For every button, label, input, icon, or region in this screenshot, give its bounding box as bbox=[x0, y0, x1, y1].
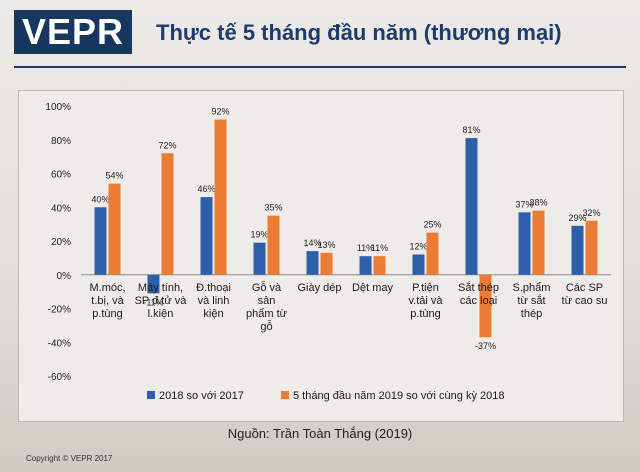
vepr-logo: VEPR bbox=[14, 10, 132, 54]
bar-series-2018 bbox=[412, 254, 425, 275]
bar-value-label: 72% bbox=[158, 140, 176, 150]
bar-value-label: 35% bbox=[264, 203, 282, 213]
x-category-label: Các SP từ cao su bbox=[562, 282, 608, 307]
x-category-label: P.tiện v.tải và p.tùng bbox=[408, 282, 443, 320]
bar-value-label: 46% bbox=[197, 184, 215, 194]
bar-series-2019 bbox=[373, 256, 386, 275]
bar-series-2019 bbox=[108, 183, 121, 275]
bar-value-label: 11% bbox=[371, 243, 388, 253]
bar-value-label: -37% bbox=[475, 341, 496, 351]
x-category-label-line: SP đ.tử và bbox=[135, 295, 188, 307]
y-tick-label: 20% bbox=[51, 237, 71, 248]
bar-series-2018 bbox=[200, 197, 213, 275]
x-category-label-line: p.tùng bbox=[410, 308, 441, 320]
x-category-label-line: phẩm từ bbox=[246, 308, 288, 320]
x-category-label-line: sản bbox=[258, 295, 276, 307]
bar-value-label: 54% bbox=[105, 171, 123, 181]
x-category-label-line: các loại bbox=[460, 295, 497, 307]
x-category-label-line: Sắt thép bbox=[458, 281, 499, 294]
bar-value-label: 25% bbox=[423, 220, 441, 230]
bar-series-2019 bbox=[320, 252, 333, 275]
bar-series-2019 bbox=[267, 215, 280, 275]
bar-series-2019 bbox=[426, 232, 439, 275]
title-divider bbox=[14, 66, 626, 68]
bar-series-2019 bbox=[585, 220, 598, 275]
x-category-label-line: Dệt may bbox=[352, 282, 393, 294]
x-category-label: Gỗ và sản phẩm từ gỗ bbox=[246, 281, 288, 333]
x-category-label-line: P.tiện bbox=[412, 282, 439, 294]
y-tick-label: -60% bbox=[48, 372, 71, 383]
bar-series-2018 bbox=[518, 212, 531, 275]
x-category-label-line: Máy tính, bbox=[138, 282, 183, 294]
bar-value-label: 11% bbox=[357, 243, 374, 253]
bar-series-2018 bbox=[465, 138, 478, 275]
x-category-label: M.móc, t.bị, và p.tùng bbox=[89, 282, 125, 320]
x-category-label-line: Gỗ và bbox=[252, 281, 282, 294]
bar-series-2018 bbox=[94, 207, 107, 275]
x-category-label-line: gỗ bbox=[260, 320, 272, 333]
y-tick-label: 60% bbox=[51, 170, 71, 181]
bar-value-label: 92% bbox=[211, 107, 229, 117]
x-category-label-line: v.tải và bbox=[408, 295, 443, 307]
bar-series-2018 bbox=[571, 225, 584, 275]
x-category-label-line: M.móc, bbox=[89, 282, 125, 294]
bar-series-2019 bbox=[214, 119, 227, 275]
y-tick-label: -40% bbox=[48, 338, 71, 349]
bar-value-label: 13% bbox=[317, 240, 335, 250]
bar-value-label: 37% bbox=[515, 199, 533, 209]
x-category-label-line: p.tùng bbox=[92, 308, 123, 320]
bar-series-2018 bbox=[359, 256, 372, 275]
bar-value-label: 19% bbox=[250, 230, 268, 240]
bar-series-2018 bbox=[253, 242, 266, 275]
x-category-label: Dệt may bbox=[352, 282, 393, 294]
x-category-label: Máy tính, SP đ.tử và l.kiện bbox=[135, 282, 188, 320]
x-category-label: S.phẩm từ sắt thép bbox=[513, 282, 551, 320]
x-category-label: Đ.thoại và linh kiện bbox=[196, 282, 231, 320]
x-category-label-line: t.bị, và bbox=[91, 295, 124, 307]
bar-value-label: 38% bbox=[529, 198, 547, 208]
legend-swatch-2018 bbox=[147, 391, 155, 399]
bar-series-2019 bbox=[532, 210, 545, 275]
x-category-label-line: và linh bbox=[198, 295, 230, 307]
x-category-label-line: từ cao su bbox=[562, 295, 608, 307]
x-category-label-line: Giày dép bbox=[297, 282, 341, 294]
legend-label: 2018 so với 2017 bbox=[159, 390, 244, 402]
bar-value-label: 29% bbox=[568, 213, 586, 223]
bar-chart: 100% 80% 60% 40% 20% 0% -20% -40% -60% 40% 54% M.mó… bbox=[45, 102, 611, 402]
bar-value-label: 81% bbox=[462, 125, 480, 135]
source-note: Nguồn: Trần Toàn Thắng (2019) bbox=[227, 426, 413, 441]
chart-panel: 100% 80% 60% 40% 20% 0% -20% -40% -60% 40% 54% M.mó… bbox=[18, 90, 624, 422]
y-tick-label: 80% bbox=[51, 136, 71, 147]
y-tick-label: 0% bbox=[57, 271, 72, 282]
x-category-label-line: từ sắt bbox=[517, 294, 545, 307]
y-tick-label: 100% bbox=[45, 102, 71, 113]
legend-swatch-2019 bbox=[281, 391, 289, 399]
x-category-label-line: kiện bbox=[203, 308, 223, 320]
copyright-note: Copyright © VEPR 2017 bbox=[26, 454, 113, 463]
bar-value-label: -11% bbox=[143, 297, 163, 307]
bar-series-2018 bbox=[147, 274, 160, 294]
bar-value-label: 12% bbox=[409, 242, 427, 252]
x-category-label-line: S.phẩm bbox=[513, 282, 551, 294]
bar-value-label: 14% bbox=[303, 238, 321, 248]
slide-title: Thực tế 5 tháng đầu năm (thương mại) bbox=[156, 20, 562, 45]
y-tick-label: -20% bbox=[48, 305, 71, 316]
bar-series-2018 bbox=[306, 251, 319, 275]
x-category-label: Sắt thép các loại bbox=[458, 281, 499, 307]
bar-series-2019 bbox=[479, 274, 492, 338]
x-category-label-line: Đ.thoại bbox=[196, 282, 231, 294]
slide-header: VEPR Thực tế 5 tháng đầu năm (thương mại… bbox=[0, 0, 640, 70]
y-tick-label: 40% bbox=[51, 203, 71, 214]
x-category-label-line: Các SP bbox=[566, 282, 603, 294]
bar-value-label: 32% bbox=[582, 208, 600, 218]
x-category-label: Giày dép bbox=[297, 282, 341, 294]
bar-series-2019 bbox=[161, 153, 174, 275]
legend-label: 5 tháng đầu năm 2019 so với cùng kỳ 2018 bbox=[293, 390, 504, 402]
x-category-label-line: l.kiện bbox=[148, 308, 174, 320]
bar-value-label: 40% bbox=[91, 194, 109, 204]
x-category-label-line: thép bbox=[521, 308, 542, 320]
